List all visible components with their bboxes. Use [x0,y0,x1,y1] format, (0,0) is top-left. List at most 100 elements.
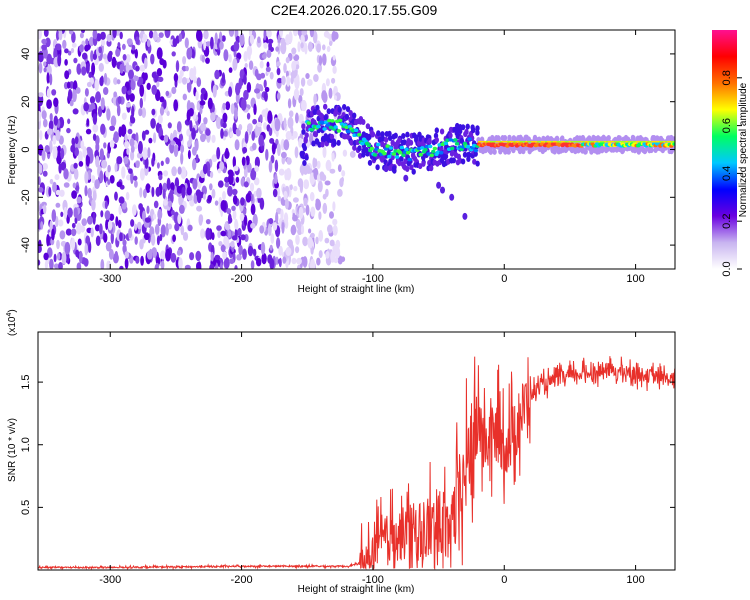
heatmap-cell [139,168,145,181]
heatmap-cell [74,136,79,145]
heatmap-cell [53,115,58,126]
heatmap-cell [114,191,118,201]
heatmap-cell [285,130,292,141]
heatmap-cell [309,191,315,202]
heatmap-cell [53,253,57,263]
heatmap-cell [277,258,282,265]
heatmap-cell [327,224,333,234]
heatmap-cell [330,250,336,263]
heatmap-cell [154,224,160,235]
heatmap-cell [440,186,445,194]
heatmap-cell [90,50,94,62]
heatmap-cell [295,234,300,246]
heatmap-cell [137,140,143,154]
heatmap-cell [74,147,79,157]
heatmap-cell [590,140,593,143]
heatmap-cell [221,72,226,84]
heatmap-cell [139,64,146,72]
heatmap-cell [187,149,191,160]
heatmap-cell [397,160,402,167]
heatmap-cell [322,53,327,66]
heatmap-cell [156,68,163,77]
heatmap-cell [71,89,77,103]
heatmap-cell [661,140,664,143]
heatmap-cell [41,38,47,45]
heatmap-cell [139,187,143,198]
heatmap-cell [242,146,248,154]
heatmap-cell [81,66,87,76]
heatmap-cell [224,150,230,159]
heatmap-cell [107,179,111,185]
heatmap-cell [329,211,334,219]
heatmap-cell [49,73,53,86]
heatmap-cell [602,140,605,143]
heatmap-cell [119,31,123,40]
heatmap-cell [460,124,466,131]
heatmap-cell [316,160,321,169]
heatmap-cell [259,85,264,92]
heatmap-cell [436,181,442,189]
heatmap-cell [266,49,272,58]
heatmap-cell [142,147,148,160]
heatmap-cell [43,204,47,215]
heatmap-cell [182,77,187,85]
heatmap-cell [274,159,279,172]
heatmap-cell [491,140,494,143]
heatmap-cell [460,158,466,165]
heatmap-cell [169,189,174,196]
heatmap-cell [228,67,233,73]
heatmap-cell [617,135,622,142]
heatmap-cell [464,128,469,135]
heatmap-cell [326,108,331,115]
heatmap-cell [113,77,118,85]
heatmap-cell [182,93,187,101]
heatmap-cell [566,140,569,143]
heatmap-cell [57,145,61,153]
heatmap-cell [352,144,357,151]
heatmap-cell [357,145,362,152]
heatmap-cell [112,136,119,142]
heatmap-cell [43,30,49,37]
heatmap-cell [247,123,253,132]
heatmap-cell [507,140,510,143]
heatmap-cell [663,140,666,143]
heatmap-cell [393,132,398,139]
heatmap-cell [52,146,58,160]
heatmap-cell [276,237,281,249]
heatmap-cell [303,137,308,144]
heatmap-cell [200,122,207,132]
heatmap-cell [340,256,346,263]
heatmap-cell [38,187,44,193]
heatmap-cell [301,123,306,130]
heatmap-cell [63,168,69,180]
heatmap-cell [83,102,90,112]
heatmap-cell [584,140,587,143]
heatmap-cell [58,30,63,41]
heatmap-cell [244,131,249,144]
heatmap-cell [621,140,624,143]
heatmap-cell [92,113,98,125]
snr-ticks: -300 -200 -100 0 100 0.5 1.0 1.5 [20,332,675,586]
heatmap-cell [672,142,675,146]
heatmap-cell [366,143,371,147]
heatmap-cell [308,168,313,174]
heatmap-cell [41,110,47,120]
heatmap-cell [194,140,199,151]
heatmap-cell [301,30,308,36]
heatmap-cell [322,127,327,131]
heatmap-cell [228,173,234,186]
heatmap-cell [613,140,617,143]
heatmap-cell [329,40,333,47]
heatmap-cell [57,53,62,67]
heatmap-cell [649,147,654,154]
heatmap-cell [43,252,49,261]
heatmap-cell [574,140,577,143]
heatmap-cell [205,57,210,64]
heatmap-cell [214,254,221,260]
heatmap-cell [77,150,83,163]
heatmap-cell [310,258,316,269]
heatmap-cell [383,136,389,143]
heatmap-cell [116,79,121,85]
heatmap-cell [249,34,255,45]
heatmap-cell [160,160,164,166]
